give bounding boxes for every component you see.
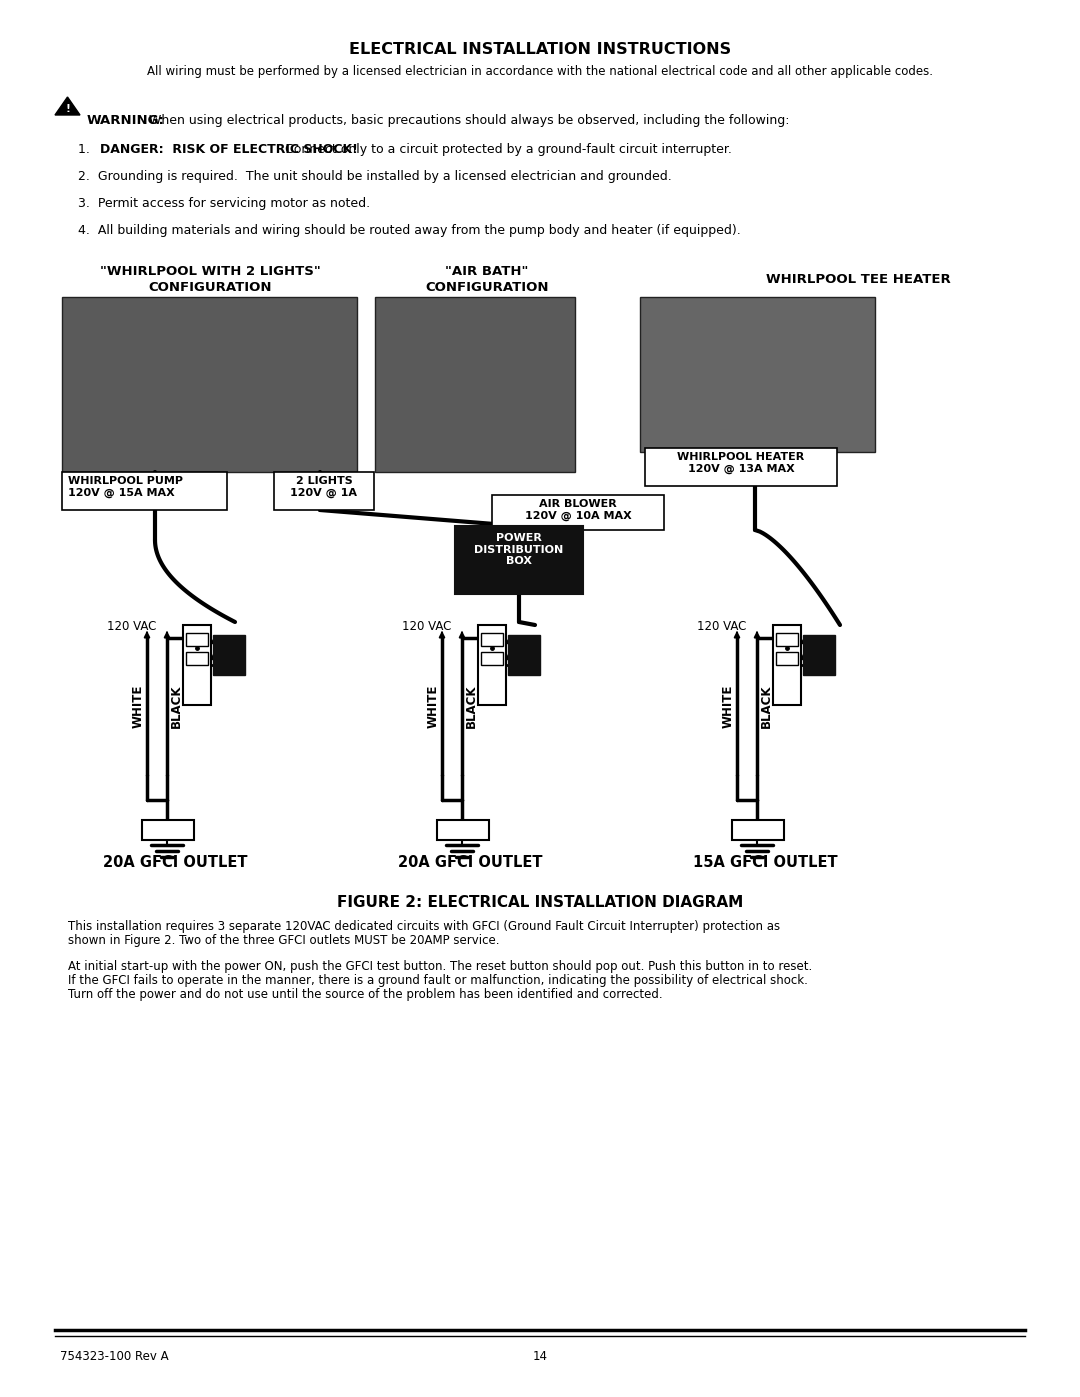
Text: BLACK: BLACK	[170, 685, 183, 728]
Text: WHIRLPOOL TEE HEATER: WHIRLPOOL TEE HEATER	[766, 272, 950, 286]
Text: "AIR BATH": "AIR BATH"	[445, 265, 529, 278]
Text: FIGURE 2: ELECTRICAL INSTALLATION DIAGRAM: FIGURE 2: ELECTRICAL INSTALLATION DIAGRA…	[337, 895, 743, 909]
Text: When using electrical products, basic precautions should always be observed, inc: When using electrical products, basic pr…	[145, 115, 789, 127]
Bar	[508, 636, 540, 675]
Text: 15A GFCI OUTLET: 15A GFCI OUTLET	[692, 855, 837, 870]
Bar	[375, 298, 575, 472]
Bar	[62, 298, 357, 472]
Text: 120 VAC: 120 VAC	[402, 620, 451, 633]
Text: WHIRLPOOL PUMP
120V @ 15A MAX: WHIRLPOOL PUMP 120V @ 15A MAX	[68, 476, 183, 497]
Text: DANGER:  RISK OF ELECTRIC SHOCK!: DANGER: RISK OF ELECTRIC SHOCK!	[100, 142, 357, 156]
Text: 20A GFCI OUTLET: 20A GFCI OUTLET	[397, 855, 542, 870]
Text: ELECTRICAL INSTALLATION INSTRUCTIONS: ELECTRICAL INSTALLATION INSTRUCTIONS	[349, 42, 731, 57]
Bar	[481, 633, 503, 645]
Text: GND.: GND.	[150, 824, 184, 837]
Bar	[804, 636, 835, 675]
Text: If the GFCI fails to operate in the manner, there is a ground fault or malfuncti: If the GFCI fails to operate in the mann…	[68, 974, 808, 988]
Bar	[186, 652, 208, 665]
Text: GND.: GND.	[740, 824, 774, 837]
Bar	[645, 448, 837, 486]
Text: WHIRLPOOL HEATER
120V @ 13A MAX: WHIRLPOOL HEATER 120V @ 13A MAX	[677, 453, 805, 474]
Bar	[773, 624, 801, 705]
Bar	[62, 472, 227, 510]
Text: AIR BLOWER
120V @ 10A MAX: AIR BLOWER 120V @ 10A MAX	[525, 499, 632, 521]
Text: BLACK: BLACK	[759, 685, 772, 728]
Text: GND.: GND.	[445, 824, 480, 837]
Bar	[777, 633, 798, 645]
Text: This installation requires 3 separate 120VAC dedicated circuits with GFCI (Groun: This installation requires 3 separate 12…	[68, 921, 780, 933]
Text: 120 VAC: 120 VAC	[107, 620, 157, 633]
Bar	[732, 820, 784, 840]
Bar	[437, 820, 489, 840]
Text: Connect only to a circuit protected by a ground-fault circuit interrupter.: Connect only to a circuit protected by a…	[281, 142, 731, 156]
Bar	[213, 636, 245, 675]
Text: 4.  All building materials and wiring should be routed away from the pump body a: 4. All building materials and wiring sho…	[78, 224, 741, 237]
Text: BLACK: BLACK	[464, 685, 477, 728]
Text: 2.  Grounding is required.  The unit should be installed by a licensed electrici: 2. Grounding is required. The unit shoul…	[78, 170, 672, 183]
Text: WARNING:: WARNING:	[87, 115, 165, 127]
Text: WHITE: WHITE	[132, 685, 145, 728]
Polygon shape	[55, 96, 80, 115]
Bar	[186, 633, 208, 645]
Text: 2 LIGHTS
120V @ 1A: 2 LIGHTS 120V @ 1A	[291, 476, 357, 497]
Text: !: !	[65, 103, 70, 115]
Text: CONFIGURATION: CONFIGURATION	[148, 281, 272, 293]
Text: 120 VAC: 120 VAC	[697, 620, 746, 633]
Text: Turn off the power and do not use until the source of the problem has been ident: Turn off the power and do not use until …	[68, 988, 663, 1002]
Text: POWER
DISTRIBUTION
BOX: POWER DISTRIBUTION BOX	[474, 534, 564, 566]
Bar	[455, 527, 583, 594]
Text: 20A GFCI OUTLET: 20A GFCI OUTLET	[103, 855, 247, 870]
Text: 754323-100 Rev A: 754323-100 Rev A	[60, 1350, 168, 1363]
Text: All wiring must be performed by a licensed electrician in accordance with the na: All wiring must be performed by a licens…	[147, 66, 933, 78]
Bar	[274, 472, 374, 510]
Text: CONFIGURATION: CONFIGURATION	[426, 281, 549, 293]
Text: WHITE: WHITE	[427, 685, 440, 728]
Bar	[141, 820, 194, 840]
Bar	[492, 495, 664, 529]
Text: At initial start-up with the power ON, push the GFCI test button. The reset butt: At initial start-up with the power ON, p…	[68, 960, 812, 972]
Text: 14: 14	[532, 1350, 548, 1363]
Bar	[640, 298, 875, 453]
Text: "WHIRLPOOL WITH 2 LIGHTS": "WHIRLPOOL WITH 2 LIGHTS"	[99, 265, 321, 278]
Text: 3.  Permit access for servicing motor as noted.: 3. Permit access for servicing motor as …	[78, 197, 370, 210]
Text: 1.: 1.	[78, 142, 98, 156]
Text: shown in Figure 2. Two of the three GFCI outlets MUST be 20AMP service.: shown in Figure 2. Two of the three GFCI…	[68, 935, 499, 947]
Bar	[481, 652, 503, 665]
Bar	[478, 624, 507, 705]
Bar	[777, 652, 798, 665]
Bar	[183, 624, 211, 705]
Text: WHITE: WHITE	[721, 685, 734, 728]
